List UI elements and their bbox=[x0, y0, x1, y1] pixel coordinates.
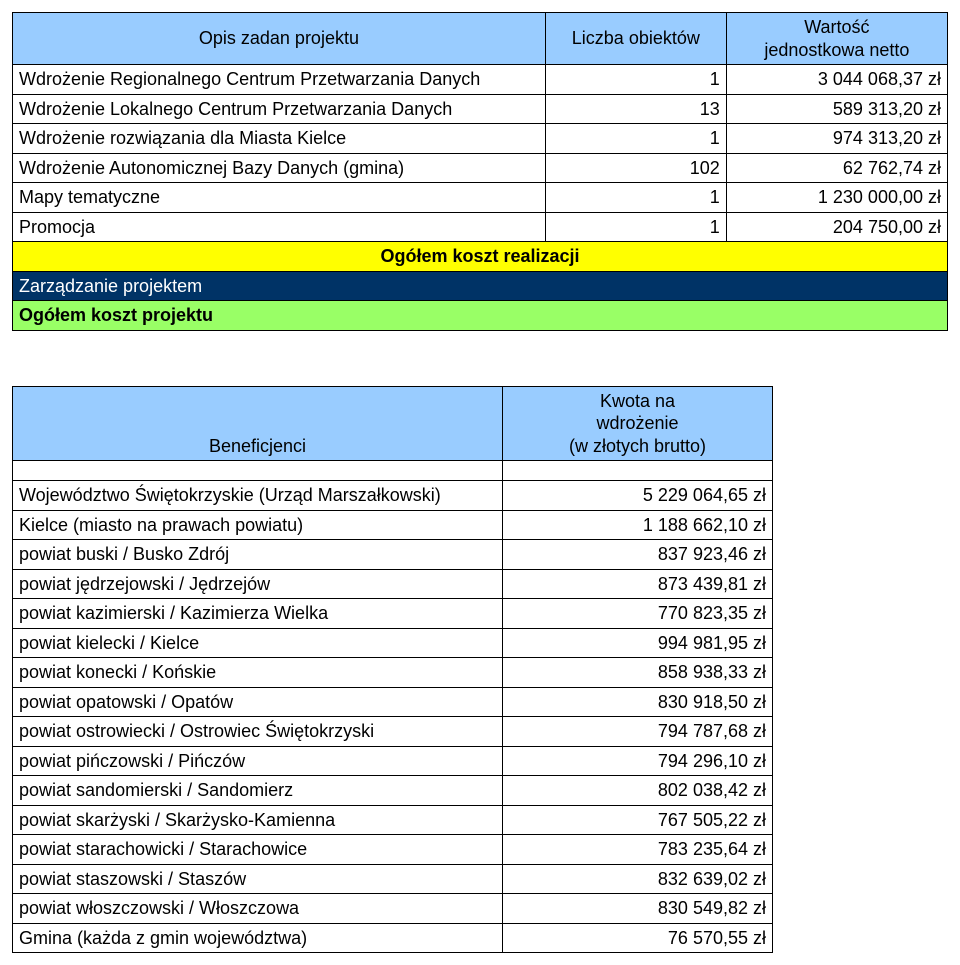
table2-cell-kwota: 830 918,50 zł bbox=[503, 687, 773, 717]
table2-cell-kwota: 5 229 064,65 zł bbox=[503, 481, 773, 511]
table2-cell-beneficjent: powiat skarżyski / Skarżysko-Kamienna bbox=[13, 805, 503, 835]
table2-cell-kwota: 1 188 662,10 zł bbox=[503, 510, 773, 540]
table2-cell-kwota: 830 549,82 zł bbox=[503, 894, 773, 924]
table2-cell-beneficjent: powiat opatowski / Opatów bbox=[13, 687, 503, 717]
table2-cell-beneficjent: powiat włoszczowski / Włoszczowa bbox=[13, 894, 503, 924]
table1-cell-wartosc: 1 230 000,00 zł bbox=[726, 183, 947, 213]
table2-row: powiat buski / Busko Zdrój837 923,46 zł bbox=[13, 540, 773, 570]
table2-cell-beneficjent: Gmina (każda z gmin województwa) bbox=[13, 923, 503, 953]
table2-row: powiat skarżyski / Skarżysko-Kamienna767… bbox=[13, 805, 773, 835]
table2-cell-kwota: 783 235,64 zł bbox=[503, 835, 773, 865]
table1-cell-liczba: 1 bbox=[545, 212, 726, 242]
table1-cell-opis: Wdrożenie Autonomicznej Bazy Danych (gmi… bbox=[13, 153, 546, 183]
table1-cell-liczba: 13 bbox=[545, 94, 726, 124]
table2-cell-beneficjent: powiat staszowski / Staszów bbox=[13, 864, 503, 894]
table1-cell-opis: Wdrożenie Lokalnego Centrum Przetwarzani… bbox=[13, 94, 546, 124]
table2-cell-kwota: 76 570,55 zł bbox=[503, 923, 773, 953]
table2-row: powiat opatowski / Opatów830 918,50 zł bbox=[13, 687, 773, 717]
table2-row: powiat ostrowiecki / Ostrowiec Świętokrz… bbox=[13, 717, 773, 747]
table2-gap-row bbox=[13, 461, 773, 481]
table2-cell-beneficjent: Kielce (miasto na prawach powiatu) bbox=[13, 510, 503, 540]
table1-row: Mapy tematyczne11 230 000,00 zł bbox=[13, 183, 948, 213]
table1-row: Wdrożenie rozwiązania dla Miasta Kielce1… bbox=[13, 124, 948, 154]
table1-row: Wdrożenie Autonomicznej Bazy Danych (gmi… bbox=[13, 153, 948, 183]
table1-row: Wdrożenie Regionalnego Centrum Przetwarz… bbox=[13, 65, 948, 95]
table2-header-kwota-line2: wdrożenie bbox=[596, 413, 678, 433]
table2-cell-beneficjent: powiat kielecki / Kielce bbox=[13, 628, 503, 658]
project-tasks-table: Opis zadan projektu Liczba obiektów Wart… bbox=[12, 12, 948, 331]
table1-cell-wartosc: 204 750,00 zł bbox=[726, 212, 947, 242]
table2-cell-kwota: 873 439,81 zł bbox=[503, 569, 773, 599]
table2-cell-beneficjent: powiat buski / Busko Zdrój bbox=[13, 540, 503, 570]
table2-cell-kwota: 794 787,68 zł bbox=[503, 717, 773, 747]
table2-header-kwota-line1: Kwota na bbox=[600, 391, 675, 411]
table1-header-row: Opis zadan projektu Liczba obiektów Wart… bbox=[13, 13, 948, 65]
table1-header-wartosc-line1: Wartość bbox=[804, 17, 869, 37]
table1-cell-liczba: 1 bbox=[545, 65, 726, 95]
table2-cell-kwota: 837 923,46 zł bbox=[503, 540, 773, 570]
table2-row: Gmina (każda z gmin województwa)76 570,5… bbox=[13, 923, 773, 953]
table2-cell-beneficjent: powiat konecki / Końskie bbox=[13, 658, 503, 688]
table2-gap-cell-1 bbox=[13, 461, 503, 481]
table1-row: Wdrożenie Lokalnego Centrum Przetwarzani… bbox=[13, 94, 948, 124]
table2-cell-beneficjent: powiat kazimierski / Kazimierza Wielka bbox=[13, 599, 503, 629]
table1-cell-liczba: 102 bbox=[545, 153, 726, 183]
table2-row: powiat staszowski / Staszów832 639,02 zł bbox=[13, 864, 773, 894]
table1-header-wartosc-line2: jednostkowa netto bbox=[764, 40, 909, 60]
table2-header-kwota-line3: (w złotych brutto) bbox=[569, 436, 706, 456]
table2-cell-beneficjent: powiat jędrzejowski / Jędrzejów bbox=[13, 569, 503, 599]
table2-row: powiat kazimierski / Kazimierza Wielka77… bbox=[13, 599, 773, 629]
table1-cell-opis: Wdrożenie Regionalnego Centrum Przetwarz… bbox=[13, 65, 546, 95]
table2-row: Kielce (miasto na prawach powiatu)1 188 … bbox=[13, 510, 773, 540]
table2-header-row: Beneficjenci Kwota na wdrożenie (w złoty… bbox=[13, 386, 773, 461]
table2-row: powiat pińczowski / Pińczów794 296,10 zł bbox=[13, 746, 773, 776]
table1-green-row: Ogółem koszt projektu bbox=[13, 301, 948, 331]
table2-cell-beneficjent: powiat ostrowiecki / Ostrowiec Świętokrz… bbox=[13, 717, 503, 747]
table2-cell-kwota: 794 296,10 zł bbox=[503, 746, 773, 776]
table1-cell-opis: Wdrożenie rozwiązania dla Miasta Kielce bbox=[13, 124, 546, 154]
table2-cell-kwota: 767 505,22 zł bbox=[503, 805, 773, 835]
table2-row: powiat sandomierski / Sandomierz802 038,… bbox=[13, 776, 773, 806]
table2-cell-kwota: 858 938,33 zł bbox=[503, 658, 773, 688]
table2-cell-kwota: 802 038,42 zł bbox=[503, 776, 773, 806]
table1-green-label: Ogółem koszt projektu bbox=[13, 301, 948, 331]
table2-row: powiat konecki / Końskie858 938,33 zł bbox=[13, 658, 773, 688]
table2-cell-kwota: 832 639,02 zł bbox=[503, 864, 773, 894]
table2-cell-beneficjent: powiat pińczowski / Pińczów bbox=[13, 746, 503, 776]
table2-header-kwota: Kwota na wdrożenie (w złotych brutto) bbox=[503, 386, 773, 461]
table1-yellow-row: Ogółem koszt realizacji bbox=[13, 242, 948, 272]
table1-cell-wartosc: 62 762,74 zł bbox=[726, 153, 947, 183]
table2-row: Województwo Świętokrzyskie (Urząd Marsza… bbox=[13, 481, 773, 511]
table2-gap-cell-2 bbox=[503, 461, 773, 481]
table2-cell-beneficjent: powiat starachowicki / Starachowice bbox=[13, 835, 503, 865]
table2-row: powiat jędrzejowski / Jędrzejów873 439,8… bbox=[13, 569, 773, 599]
table1-cell-wartosc: 974 313,20 zł bbox=[726, 124, 947, 154]
table1-cell-liczba: 1 bbox=[545, 124, 726, 154]
table2-row: powiat kielecki / Kielce994 981,95 zł bbox=[13, 628, 773, 658]
table2-row: powiat włoszczowski / Włoszczowa830 549,… bbox=[13, 894, 773, 924]
table1-header-opis: Opis zadan projektu bbox=[13, 13, 546, 65]
table2-cell-beneficjent: powiat sandomierski / Sandomierz bbox=[13, 776, 503, 806]
table1-header-wartosc: Wartość jednostkowa netto bbox=[726, 13, 947, 65]
table1-header-liczba: Liczba obiektów bbox=[545, 13, 726, 65]
table2-header-beneficjenci: Beneficjenci bbox=[13, 386, 503, 461]
table2-cell-kwota: 994 981,95 zł bbox=[503, 628, 773, 658]
table2-cell-beneficjent: Województwo Świętokrzyskie (Urząd Marsza… bbox=[13, 481, 503, 511]
table1-navy-row: Zarządzanie projektem bbox=[13, 271, 948, 301]
table1-yellow-label: Ogółem koszt realizacji bbox=[13, 242, 948, 272]
table1-cell-wartosc: 589 313,20 zł bbox=[726, 94, 947, 124]
table1-cell-wartosc: 3 044 068,37 zł bbox=[726, 65, 947, 95]
table2-row: powiat starachowicki / Starachowice783 2… bbox=[13, 835, 773, 865]
table1-navy-label: Zarządzanie projektem bbox=[13, 271, 948, 301]
table1-cell-opis: Promocja bbox=[13, 212, 546, 242]
table1-cell-opis: Mapy tematyczne bbox=[13, 183, 546, 213]
table1-row: Promocja1204 750,00 zł bbox=[13, 212, 948, 242]
beneficiaries-table: Beneficjenci Kwota na wdrożenie (w złoty… bbox=[12, 386, 773, 954]
table2-cell-kwota: 770 823,35 zł bbox=[503, 599, 773, 629]
table1-cell-liczba: 1 bbox=[545, 183, 726, 213]
